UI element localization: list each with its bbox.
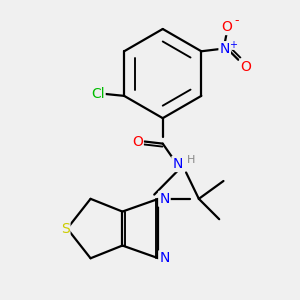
Text: O: O (132, 134, 143, 148)
Text: O: O (241, 60, 251, 74)
Text: O: O (221, 20, 232, 34)
Text: +: + (229, 40, 237, 50)
Text: N: N (159, 192, 170, 206)
Text: Cl: Cl (91, 87, 105, 101)
Text: S: S (61, 222, 70, 236)
Text: H: H (187, 155, 195, 165)
Text: N: N (220, 42, 230, 56)
Text: N: N (172, 157, 183, 171)
Text: -: - (234, 14, 238, 27)
Text: N: N (159, 251, 170, 265)
